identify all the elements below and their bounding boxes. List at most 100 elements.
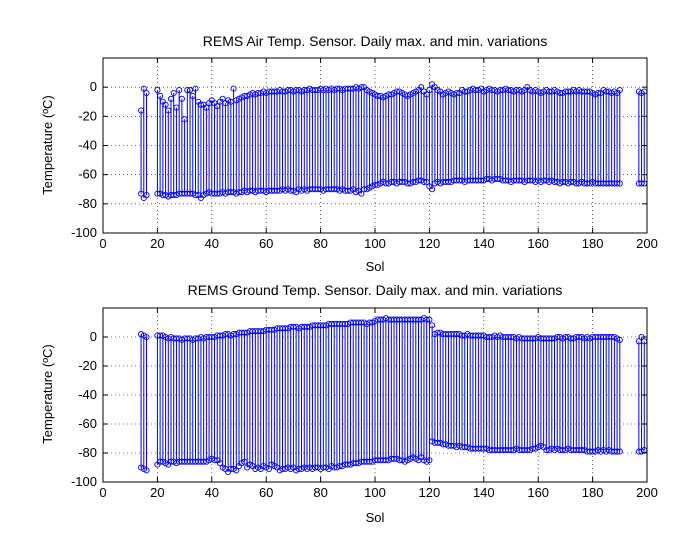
ground-min-marker: [233, 467, 240, 474]
ground-chart-title: REMS Ground Temp. Sensor. Daily max. and…: [188, 282, 563, 298]
air-min-marker: [415, 177, 422, 184]
air-max-marker: [426, 87, 433, 94]
air-max-marker: [214, 103, 221, 110]
air-min-marker: [410, 178, 417, 186]
air-max-marker: [513, 87, 520, 94]
ground-y-axis-label: Temperature (ºC): [40, 344, 55, 443]
air-max-marker: [192, 85, 199, 92]
ground-max-marker: [257, 328, 264, 335]
ground-x-tick-label: 100: [364, 485, 386, 500]
air-max-marker: [186, 87, 194, 94]
ground-min-marker: [211, 457, 218, 464]
ground-min-marker: [578, 447, 585, 454]
ground-min-marker: [200, 458, 207, 465]
air-min-marker: [186, 190, 194, 197]
ground-max-marker: [377, 316, 384, 323]
air-x-tick-label: 100: [364, 236, 386, 251]
air-max-marker: [497, 87, 504, 94]
air-x-tick-label: 180: [582, 236, 604, 251]
air-min-marker: [388, 178, 395, 186]
air-y-axis-label: Temperature (ºC): [40, 95, 55, 194]
ground-min-marker: [227, 465, 234, 473]
ground-max-marker: [415, 316, 422, 323]
air-x-tick-label: 200: [636, 236, 658, 251]
ground-min-marker: [390, 455, 398, 462]
air-max-marker: [176, 87, 183, 94]
air-min-marker: [429, 186, 436, 193]
ground-y-tick-label: -100: [71, 474, 97, 489]
air-min-marker: [192, 192, 199, 199]
ground-max-marker: [548, 335, 555, 342]
ground-max-marker: [173, 335, 180, 342]
ground-max-marker: [434, 329, 441, 336]
air-max-marker: [143, 89, 150, 97]
air-min-marker: [246, 187, 253, 194]
air-max-marker: [254, 89, 262, 97]
air-max-marker: [230, 85, 237, 92]
ground-x-tick-label: 140: [473, 485, 495, 500]
air-max-marker: [279, 88, 286, 95]
air-min-marker: [361, 186, 368, 193]
air-min-marker: [371, 181, 379, 188]
air-max-marker: [170, 89, 177, 97]
air-min-marker: [614, 180, 621, 187]
air-min-marker: [483, 175, 490, 183]
ground-min-marker: [382, 457, 389, 464]
air-min-marker: [445, 178, 452, 186]
ground-max-marker: [486, 333, 493, 341]
ground-max-marker: [320, 322, 327, 329]
air-max-marker: [184, 87, 191, 94]
ground-max-marker: [222, 331, 229, 338]
air-min-marker: [423, 178, 430, 186]
air-max-marker: [556, 89, 564, 97]
air-max-marker: [203, 104, 210, 111]
air-max-marker: [301, 87, 308, 94]
air-x-tick-label: 0: [99, 236, 106, 251]
ground-x-tick-label: 120: [419, 485, 441, 500]
ground-min-marker: [331, 464, 338, 471]
air-max-marker: [603, 88, 610, 95]
ground-x-tick-label: 0: [99, 485, 106, 500]
air-min-marker: [314, 186, 321, 193]
air-max-marker: [423, 91, 430, 98]
ground-max-marker: [143, 333, 150, 341]
air-min-marker: [516, 177, 523, 184]
ground-max-marker: [358, 319, 365, 326]
ground-x-tick-label: 40: [205, 485, 219, 500]
air-min-marker: [478, 177, 485, 184]
air-max-marker: [173, 104, 180, 111]
ground-min-marker: [524, 447, 531, 454]
air-chart-title: REMS Air Temp. Sensor. Daily max. and mi…: [203, 33, 547, 49]
ground-min-marker: [529, 445, 536, 452]
air-max-marker: [358, 84, 365, 91]
ground-min-marker: [167, 458, 175, 465]
ground-min-marker: [157, 458, 164, 465]
ground-x-tick-label: 200: [636, 485, 658, 500]
air-min-marker: [399, 178, 406, 186]
ground-max-marker: [507, 333, 515, 341]
air-x-tick-label: 20: [150, 236, 164, 251]
air-max-marker: [157, 92, 164, 99]
ground-max-marker: [567, 335, 574, 342]
ground-max-marker: [458, 332, 466, 339]
air-y-tick-label: 0: [90, 79, 97, 94]
ground-min-marker: [614, 448, 621, 455]
ground-min-marker: [143, 467, 150, 474]
air-min-marker: [573, 180, 580, 187]
air-max-marker: [488, 87, 496, 94]
ground-max-marker: [554, 333, 561, 341]
air-max-marker: [312, 87, 319, 94]
ground-min-marker: [635, 448, 642, 455]
ground-min-marker: [543, 447, 550, 454]
air-max-marker: [505, 87, 512, 94]
air-y-tick-label: -80: [78, 196, 97, 211]
air-min-marker: [287, 187, 294, 194]
ground-x-tick-label: 160: [527, 485, 549, 500]
ground-max-marker: [608, 333, 615, 341]
air-max-marker: [162, 101, 169, 108]
ground-min-marker: [616, 448, 623, 455]
ground-y-tick-label: -40: [78, 387, 97, 402]
air-max-marker: [584, 88, 591, 95]
ground-max-marker: [423, 316, 430, 323]
air-max-marker: [167, 95, 175, 102]
